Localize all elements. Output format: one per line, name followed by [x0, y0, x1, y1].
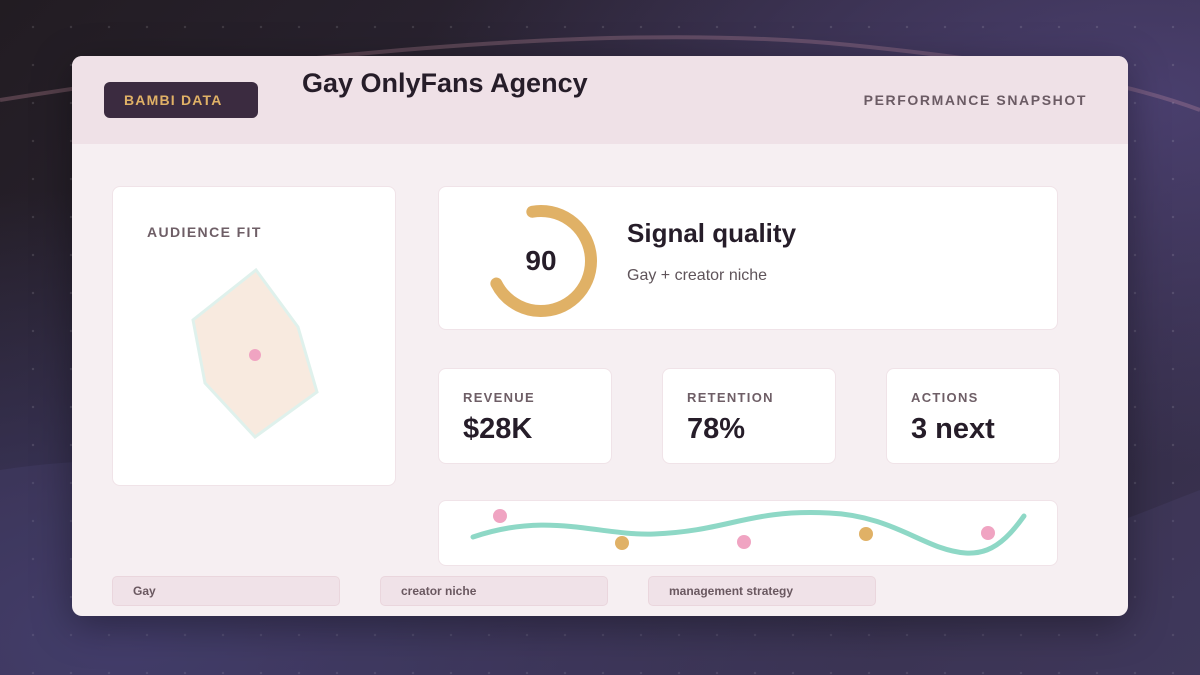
audience-radar-chart — [191, 267, 319, 439]
tag-chip[interactable]: management strategy — [648, 576, 876, 606]
tag-chip[interactable]: creator niche — [380, 576, 608, 606]
stat-label: RETENTION — [687, 390, 774, 405]
header-subtitle: PERFORMANCE SNAPSHOT — [863, 92, 1087, 108]
trend-dot — [615, 536, 629, 550]
trend-dot — [859, 527, 873, 541]
stat-value: 78% — [687, 413, 746, 445]
trend-dot — [737, 535, 751, 549]
signal-quality-panel: 90 Signal quality Gay + creator niche — [438, 186, 1058, 330]
stat-label: REVENUE — [463, 390, 535, 405]
stat-label: ACTIONS — [911, 390, 979, 405]
audience-fit-panel: AUDIENCE FIT — [112, 186, 396, 486]
trend-panel — [438, 500, 1058, 566]
brand-badge[interactable]: BAMBI DATA — [104, 82, 258, 118]
tag-chip[interactable]: Gay — [112, 576, 340, 606]
page-title: Gay OnlyFans Agency — [302, 68, 588, 98]
dashboard-card: BAMBI DATA Gay OnlyFans Agency PERFORMAN… — [72, 56, 1128, 616]
stat-card-retention: RETENTION 78% — [662, 368, 836, 464]
trend-line — [470, 510, 1027, 556]
stat-value: $28K — [463, 413, 533, 445]
trend-dot — [493, 509, 507, 523]
wave-line-icon — [470, 509, 1027, 556]
gauge-score: 90 — [525, 245, 557, 276]
trend-dot — [981, 526, 995, 540]
audience-fit-title: AUDIENCE FIT — [147, 224, 262, 240]
radar-center-dot — [249, 349, 261, 361]
gauge-arc — [485, 205, 597, 317]
stat-card-actions: ACTIONS 3 next — [886, 368, 1060, 464]
signal-title: Signal quality — [627, 218, 797, 248]
ring-gauge-icon — [485, 205, 597, 317]
stat-card-revenue: REVENUE $28K — [438, 368, 612, 464]
stat-value: 3 next — [911, 413, 995, 445]
signal-subtitle: Gay + creator niche — [627, 267, 768, 284]
card-header: BAMBI DATA Gay OnlyFans Agency PERFORMAN… — [72, 56, 1128, 144]
